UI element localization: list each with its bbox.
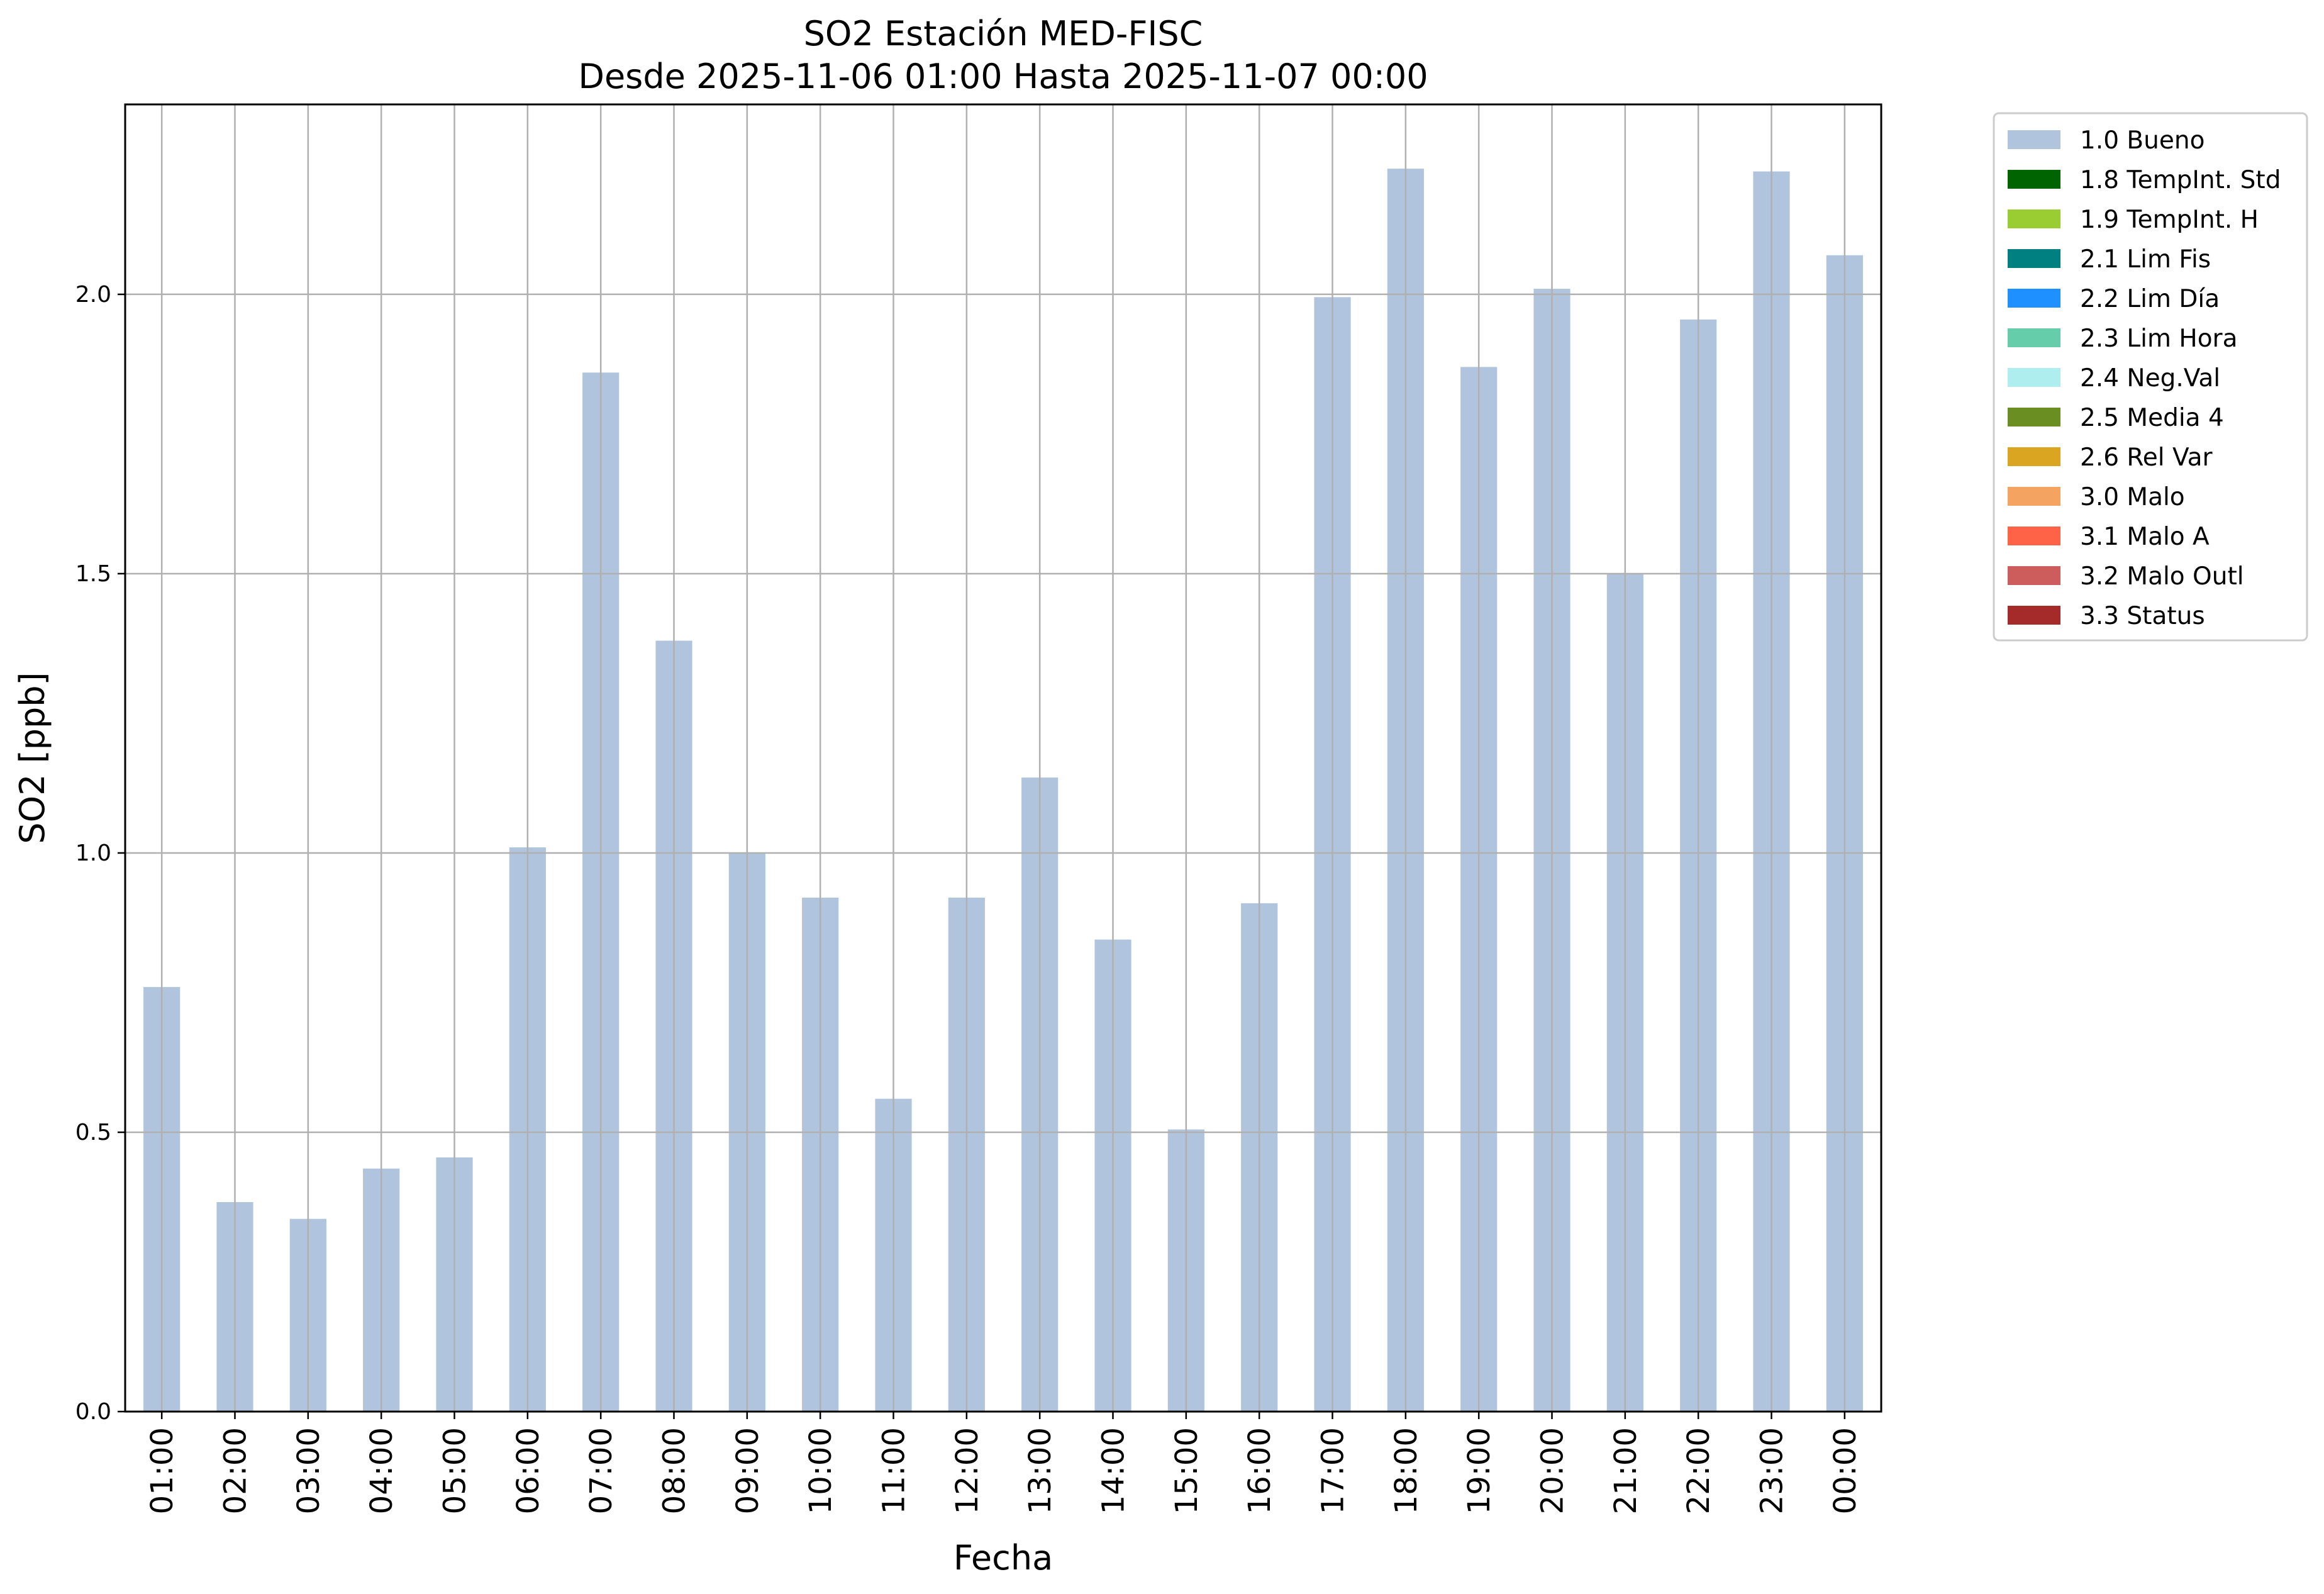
x-axis-ticks: 01:00 02:00 03:00 04:00 05:00 06:00 07:00 08:00…	[145, 1412, 1863, 1514]
y-tick-label: 1.5	[75, 561, 111, 587]
x-tick-label: 11:00	[877, 1427, 912, 1514]
x-tick-label: 12:00	[950, 1427, 985, 1514]
y-axis-label: SO2 [ppb]	[13, 672, 52, 844]
y-tick-label: 0.0	[75, 1399, 111, 1425]
legend-swatch	[2008, 170, 2060, 189]
x-tick-label: 19:00	[1462, 1427, 1497, 1514]
x-axis-label: Fecha	[954, 1538, 1053, 1578]
legend-label: 1.9 TempInt. H	[2080, 206, 2259, 234]
x-tick-label: 05:00	[438, 1427, 473, 1514]
x-tick-label: 09:00	[730, 1427, 765, 1514]
legend-label: 2.5 Media 4	[2080, 404, 2224, 432]
legend-swatch	[2008, 209, 2060, 228]
legend-label: 3.3 Status	[2080, 602, 2205, 630]
legend-label: 2.2 Lim Día	[2080, 285, 2220, 313]
legend-swatch	[2008, 527, 2060, 545]
x-tick-label: 18:00	[1389, 1427, 1424, 1514]
legend-swatch	[2008, 130, 2060, 149]
legend-label: 3.1 Malo A	[2080, 523, 2210, 551]
x-tick-label: 04:00	[364, 1427, 399, 1514]
y-tick-label: 1.0	[75, 840, 111, 866]
chart-title: SO2 Estación MED-FISC	[804, 14, 1203, 53]
legend-items: 1.0 Bueno 1.8 TempInt. Std 1.9 TempInt. H 2…	[2008, 126, 2281, 630]
legend-label: 1.0 Bueno	[2080, 126, 2204, 155]
x-tick-label: 15:00	[1169, 1427, 1204, 1514]
y-tick-label: 0.5	[75, 1120, 111, 1145]
legend-frame	[1993, 112, 2308, 642]
legend-label: 2.1 Lim Fis	[2080, 245, 2211, 274]
x-tick-label: 00:00	[1828, 1427, 1863, 1514]
legend-label: 3.0 Malo	[2080, 483, 2185, 511]
legend-swatch	[2008, 566, 2060, 585]
y-axis-ticks: 0.0 0.5 1.0 1.5 2.0	[75, 282, 125, 1425]
x-tick-label: 22:00	[1681, 1427, 1716, 1514]
legend-label: 3.2 Malo Outl	[2080, 562, 2244, 591]
x-tick-label: 16:00	[1242, 1427, 1277, 1514]
legend-swatch	[2008, 368, 2060, 387]
x-tick-label: 08:00	[657, 1427, 692, 1514]
legend-swatch	[2008, 487, 2060, 506]
legend-label: 2.3 Lim Hora	[2080, 325, 2238, 353]
x-tick-label: 03:00	[291, 1427, 326, 1514]
legend-swatch	[2008, 328, 2060, 347]
x-tick-label: 20:00	[1535, 1427, 1571, 1514]
x-tick-label: 23:00	[1755, 1427, 1790, 1514]
x-tick-label: 17:00	[1316, 1427, 1351, 1514]
legend-swatch	[2008, 606, 2060, 625]
legend-swatch	[2008, 447, 2060, 466]
legend-swatch	[2008, 289, 2060, 308]
legend-label: 1.8 TempInt. Std	[2080, 166, 2281, 194]
x-tick-label: 14:00	[1096, 1427, 1131, 1514]
legend-swatch	[2008, 249, 2060, 268]
x-tick-label: 06:00	[511, 1427, 546, 1514]
x-tick-label: 10:00	[803, 1427, 838, 1514]
legend-swatch	[2008, 408, 2060, 426]
plot-frame	[124, 103, 1882, 1413]
legend: 1.0 Bueno 1.8 TempInt. Std 1.9 TempInt. H 2…	[1993, 112, 2308, 642]
x-tick-label: 02:00	[218, 1427, 253, 1514]
x-tick-label: 01:00	[145, 1427, 180, 1514]
y-tick-label: 2.0	[75, 282, 111, 308]
legend-label: 2.4 Neg.Val	[2080, 364, 2220, 393]
legend-label: 2.6 Rel Var	[2080, 443, 2213, 472]
chart-subtitle: Desde 2025-11-06 01:00 Hasta 2025-11-07 …	[578, 57, 1428, 96]
x-tick-label: 07:00	[584, 1427, 619, 1514]
x-tick-label: 21:00	[1608, 1427, 1643, 1514]
x-tick-label: 13:00	[1023, 1427, 1058, 1514]
